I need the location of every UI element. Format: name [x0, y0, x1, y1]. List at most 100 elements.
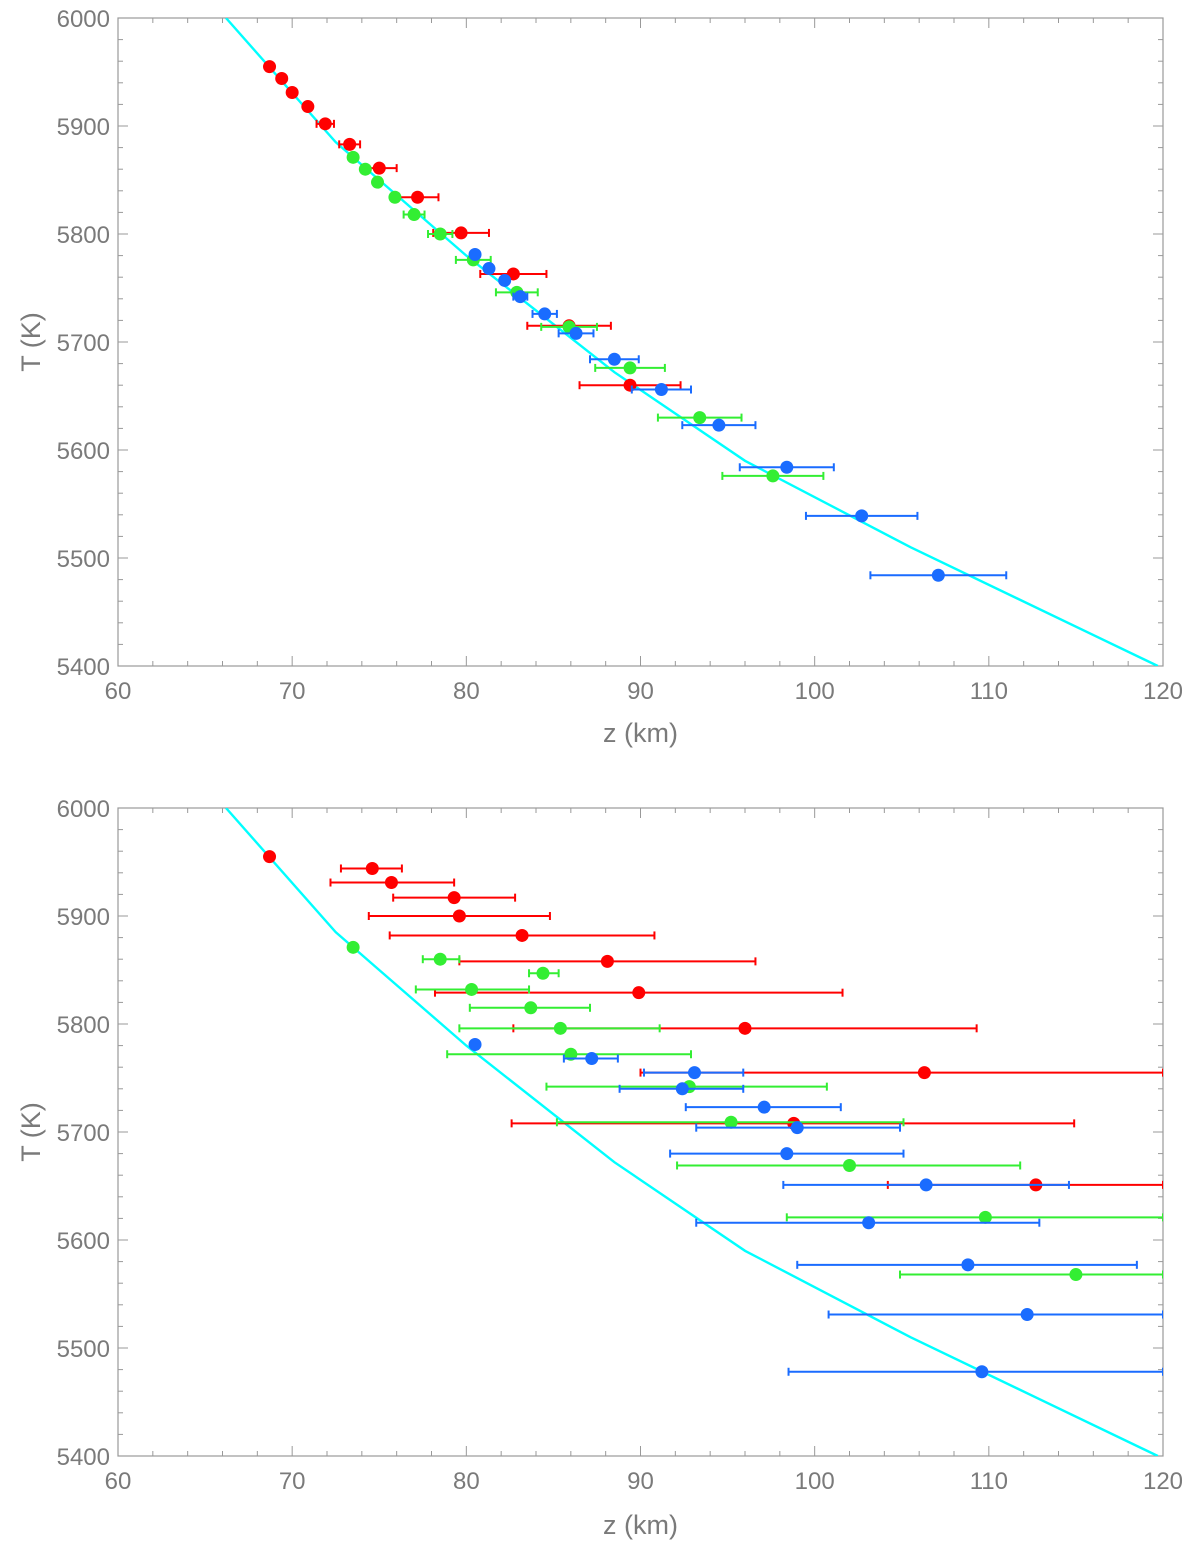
y-tick-label: 5900	[57, 904, 110, 931]
y-tick-label: 5500	[57, 546, 110, 573]
x-tick-label: 120	[1143, 1468, 1183, 1495]
data-point	[862, 1216, 876, 1230]
data-point	[790, 1121, 804, 1135]
data-point	[468, 1038, 482, 1052]
plot-frame	[117, 17, 1164, 667]
data-point	[780, 460, 794, 474]
x-tick-label: 80	[453, 1468, 480, 1495]
y-tick-label: 5700	[57, 330, 110, 357]
series-0	[263, 60, 682, 392]
data-point	[766, 469, 780, 483]
plot-area	[225, 808, 1163, 1456]
data-point	[1069, 1268, 1083, 1282]
x-tick-label: 70	[279, 678, 306, 705]
x-tick-label: 90	[627, 678, 654, 705]
series-0	[263, 850, 1163, 1192]
x-tick-label: 90	[627, 1468, 654, 1495]
data-point	[623, 378, 637, 392]
reference-curve	[225, 18, 1159, 666]
data-point	[961, 1258, 975, 1272]
x-tick-label: 110	[970, 678, 1008, 705]
y-tick-label: 6000	[57, 6, 110, 33]
data-point	[687, 1066, 701, 1080]
y-tick-label: 5500	[57, 1336, 110, 1363]
data-point	[585, 1052, 599, 1066]
data-point	[358, 162, 372, 176]
data-point	[538, 307, 552, 321]
data-point	[384, 876, 398, 890]
data-point	[553, 1021, 567, 1035]
y-tick-label: 5600	[57, 438, 110, 465]
data-point	[654, 383, 668, 397]
plot-area	[225, 18, 1159, 666]
data-point	[738, 1021, 752, 1035]
data-point	[632, 986, 646, 1000]
y-tick-label: 5600	[57, 1228, 110, 1255]
reference-curve	[225, 808, 1159, 1456]
data-point	[536, 966, 550, 980]
x-tick-label: 80	[453, 678, 480, 705]
data-point	[275, 71, 289, 85]
data-point	[623, 361, 637, 375]
data-point	[433, 952, 447, 966]
data-point	[482, 262, 496, 276]
data-point	[263, 60, 277, 74]
data-point	[917, 1066, 931, 1080]
data-point	[433, 227, 447, 241]
data-point	[712, 418, 726, 432]
data-point	[388, 190, 402, 204]
data-point	[975, 1365, 989, 1379]
data-point	[978, 1210, 992, 1224]
data-point	[919, 1178, 933, 1192]
data-point	[454, 226, 468, 240]
y-tick-label: 5400	[57, 654, 110, 681]
data-point	[452, 909, 466, 923]
x-axis-label: z (km)	[603, 1510, 678, 1540]
y-tick-label: 5800	[57, 1012, 110, 1039]
x-tick-label: 60	[105, 678, 132, 705]
data-point	[301, 100, 315, 114]
data-point	[855, 509, 869, 523]
data-point	[515, 928, 529, 942]
y-tick-label: 5900	[57, 114, 110, 141]
data-point	[600, 954, 614, 968]
y-axis-label: T (K)	[16, 1102, 46, 1162]
y-axis-label: T (K)	[16, 312, 46, 372]
data-point	[607, 352, 621, 366]
x-axis-label: z (km)	[603, 718, 678, 748]
top-chart-panel: 60 70 80 90 100 110 120 5400 5500 5600 5700 5800 590…	[16, 6, 1183, 748]
data-point	[465, 982, 479, 996]
data-point	[513, 290, 527, 304]
y-tick-label: 5700	[57, 1120, 110, 1147]
data-point	[407, 208, 421, 222]
data-point	[411, 190, 425, 204]
data-point	[447, 891, 461, 905]
x-tick-label: 120	[1143, 678, 1183, 705]
data-point	[724, 1115, 738, 1129]
data-point	[524, 1001, 538, 1015]
data-point	[780, 1147, 794, 1161]
x-tick-label: 70	[279, 1468, 306, 1495]
series-1	[346, 940, 1163, 1282]
plot-frame	[117, 807, 1164, 1457]
data-point	[343, 137, 357, 151]
series-2	[468, 1038, 1163, 1379]
data-point	[318, 117, 332, 131]
bottom-chart-panel: 60 70 80 90 100 110 120 5400 5500 5600 5700 5800 590…	[16, 796, 1183, 1540]
data-point	[1020, 1308, 1034, 1322]
data-point	[564, 1047, 578, 1061]
x-tick-label: 110	[970, 1468, 1008, 1495]
data-point	[931, 568, 945, 582]
data-point	[757, 1100, 771, 1114]
data-point	[372, 161, 386, 175]
data-point	[675, 1082, 689, 1096]
data-point	[468, 248, 482, 262]
data-point	[365, 861, 379, 875]
x-tick-label: 100	[795, 678, 835, 705]
data-point	[346, 150, 360, 164]
x-tick-label: 60	[105, 1468, 132, 1495]
x-tick-label: 100	[795, 1468, 835, 1495]
data-point	[263, 850, 277, 864]
y-tick-label: 6000	[57, 796, 110, 823]
